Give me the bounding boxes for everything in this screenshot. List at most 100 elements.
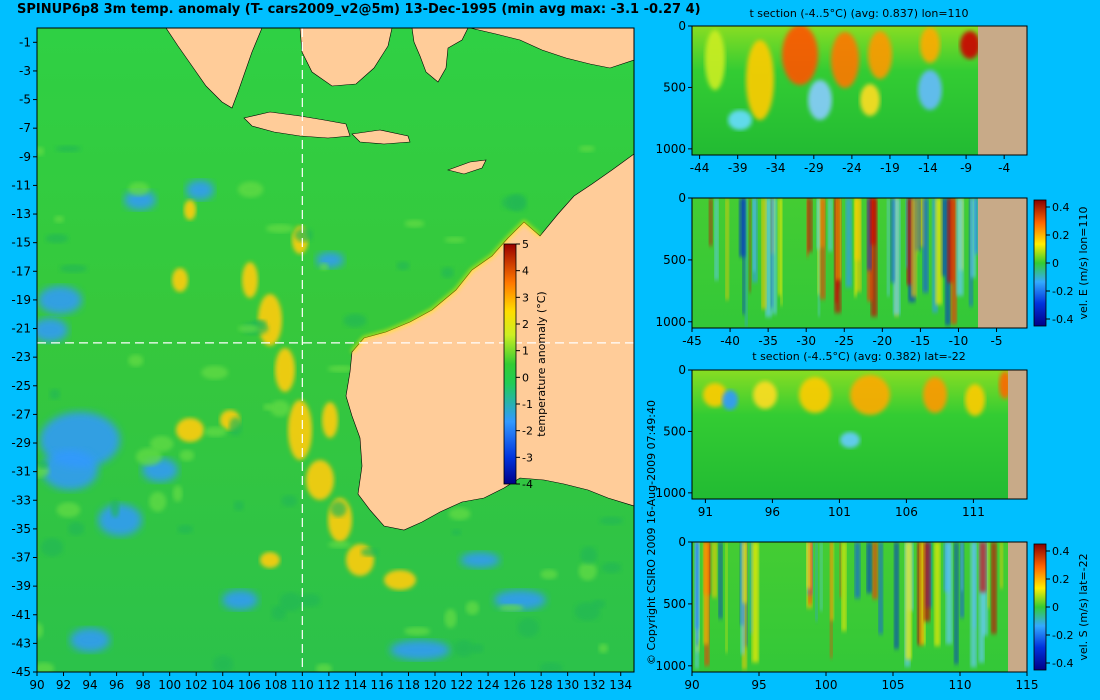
land-java (243, 111, 351, 139)
velocity-stripe (837, 198, 840, 290)
map-swirl (598, 643, 609, 654)
panel-x-tick-label: 96 (765, 505, 780, 519)
map-y-tick-label: -41 (11, 608, 31, 622)
colorbar-temp-tick-label: -4 (522, 478, 533, 491)
velocity-stripe (974, 198, 980, 255)
map-swirl (149, 491, 167, 512)
panel-x-tick-label: 101 (828, 505, 851, 519)
panel-x-tick-label: -9 (960, 161, 972, 175)
map-warm-eddy (288, 400, 312, 460)
velocity-stripe (696, 542, 699, 646)
map-swirl (263, 403, 273, 411)
velocity-stripe (815, 542, 818, 621)
velocity-stripe (725, 198, 729, 300)
map-x-tick-label: 122 (450, 678, 473, 692)
panel-x-tick-label: 105 (882, 678, 905, 692)
panel-y-tick-label: 1000 (655, 142, 686, 156)
panel-x-tick-label: -24 (842, 161, 862, 175)
panel-x-tick-label: -15 (911, 334, 931, 348)
velocity-e-colorbar: 0.4 0.2 0 -0.2 -0.4 vel. E (m/s) lon=110 (1033, 199, 1090, 327)
panel-x-tick-label: -30 (796, 334, 816, 348)
velocity-stripe (945, 542, 953, 644)
velocity-stripe (870, 198, 876, 245)
map-swirl (578, 145, 595, 152)
velocity-s-colorbar: 0.4 0.2 0 -0.2 -0.4 vel. S (m/s) lat=-22 (1033, 543, 1090, 671)
velocity-stripe (940, 198, 946, 277)
map-cool-eddy (390, 640, 450, 660)
velocity-stripe (932, 198, 938, 313)
map-swirl (271, 605, 287, 621)
velocity-stripe (750, 542, 754, 634)
land-nusa-tenggara (351, 129, 411, 145)
panel-x-tick-label: -10 (949, 334, 969, 348)
map-y-tick-label: -33 (11, 493, 31, 507)
map-swirl (135, 447, 162, 466)
velocity-stripe (765, 198, 772, 317)
map-swirl (179, 449, 195, 462)
panel-x-tick-label: -25 (834, 334, 854, 348)
velocity-stripe (806, 198, 809, 257)
section-blob (860, 84, 880, 116)
panel-x-tick-label: -44 (690, 161, 710, 175)
panel-x-tick-label: 100 (815, 678, 838, 692)
map-swirl (343, 313, 367, 328)
colorbar-vel-tick-label: 0 (1052, 257, 1059, 270)
map-swirl (37, 622, 44, 639)
section-blob (920, 27, 940, 63)
map-y-tick-label: -19 (11, 293, 31, 307)
velocity-stripe (780, 198, 783, 306)
map-swirl (233, 500, 244, 511)
map-swirl (451, 529, 462, 536)
velocity-stripe (951, 198, 957, 325)
velocity-stripe (752, 198, 756, 272)
velocity-stripe (917, 198, 919, 254)
map-swirl (578, 561, 597, 581)
colorbar-vel-tick-label: 0.4 (1052, 201, 1070, 214)
velocity-stripe (752, 542, 759, 663)
section-blob (808, 80, 832, 120)
map-swirl (444, 608, 457, 629)
panel1-title: t section (-4..5°C) (avg: 0.837) lon=110 (749, 7, 968, 20)
velocity-stripe (999, 542, 1003, 589)
section-blob (753, 381, 777, 409)
map-x-tick-label: 98 (135, 678, 150, 692)
map-x-tick-label: 130 (556, 678, 579, 692)
velocity-stripe (894, 542, 899, 649)
map-swirl (601, 562, 622, 574)
map-swirl (300, 593, 321, 607)
section-blob (746, 40, 774, 120)
temperature-colorbar: 5 4 3 2 1 0 -1 -2 -3 -4 temperature anomaly (°C) (503, 238, 548, 491)
map-cool-eddy (186, 180, 214, 200)
map-y-tick-label: -39 (11, 579, 31, 593)
velocity-stripe (922, 198, 929, 293)
map-swirl (508, 194, 527, 212)
velocity-stripe (890, 198, 895, 283)
velocity-stripe (979, 542, 987, 593)
map-x-tick-label: 100 (158, 678, 181, 692)
velocity-stripe (772, 198, 777, 315)
map-swirl (319, 263, 329, 271)
velocity-stripe (906, 198, 913, 286)
panel-x-tick-label: -35 (758, 334, 778, 348)
map-axes: 90 92 94 96 98 100 102 104 106 108 110 112 114 116 118… (11, 35, 632, 692)
panel-x-tick-label: -20 (873, 334, 893, 348)
map-swirl (499, 604, 524, 612)
velocity-stripe (714, 198, 719, 280)
land-sulawesi (411, 28, 469, 83)
velocity-stripe (725, 542, 728, 653)
velocity-stripe (954, 542, 959, 665)
map-x-tick-label: 128 (530, 678, 553, 692)
velocity-stripe (991, 542, 997, 634)
panel-x-tick-label: 110 (949, 678, 972, 692)
map-x-tick-label: 106 (238, 678, 261, 692)
main-map: 90 92 94 96 98 100 102 104 106 108 110 112 114 116 118… (11, 27, 635, 692)
panel4-land (1008, 542, 1027, 672)
map-y-tick-label: -9 (19, 150, 31, 164)
section-blob (722, 390, 738, 410)
velocity-stripe (708, 198, 713, 246)
map-swirl (110, 499, 120, 518)
map-frame (36, 27, 635, 673)
panel-y-tick-label: 1000 (655, 659, 686, 673)
velocity-stripe (745, 198, 748, 327)
